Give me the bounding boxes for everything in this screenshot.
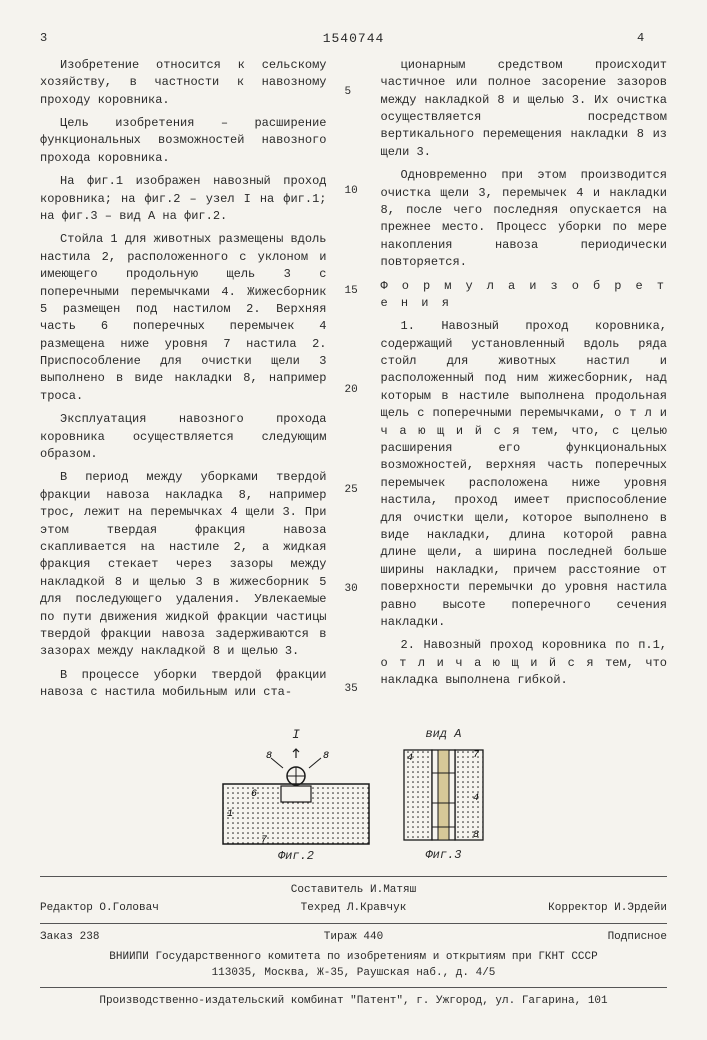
ref-num: 8 — [266, 751, 272, 762]
techred: Техред Л.Кравчук — [301, 901, 407, 917]
paragraph: В процессе уборки твердой фракции навоза… — [40, 667, 327, 702]
line-marker: 30 — [345, 582, 363, 598]
line-marker: 25 — [345, 483, 363, 499]
ref-num: 4 — [407, 753, 413, 764]
editor: Редактор О.Головач — [40, 901, 159, 917]
address-line: 113035, Москва, Ж-35, Раушская наб., д. … — [40, 966, 667, 982]
paragraph: На фиг.1 изображен навозный проход коров… — [40, 173, 327, 225]
line-number-gutter: 5 10 15 20 25 30 35 — [345, 57, 363, 708]
compiler: Составитель И.Матяш — [291, 883, 416, 899]
ref-num: 7 — [473, 750, 479, 761]
figure-top-label: I — [221, 726, 371, 745]
line-marker: 35 — [345, 682, 363, 698]
ref-num: 7 — [261, 835, 267, 846]
paragraph: Изобретение относится к сельскому хозяйс… — [40, 57, 327, 109]
figure-caption: Фиг.3 — [425, 848, 461, 862]
ref-num: 8 — [323, 751, 329, 762]
ref-num: 8 — [473, 830, 479, 841]
page-number-right: 4 — [637, 30, 667, 49]
line-marker: 5 — [345, 85, 363, 101]
order: Заказ 238 — [40, 930, 99, 946]
paragraph: Эксплуатация навозного прохода коровника… — [40, 411, 327, 463]
claim: 2. Навозный проход коровника по п.1, о т… — [381, 637, 668, 689]
ref-num: 1 — [227, 809, 233, 820]
org-line: ВНИИПИ Государственного комитета по изоб… — [40, 950, 667, 966]
formula-heading: Ф о р м у л а и з о б р е т е н и я — [381, 278, 668, 313]
imprint-block: Заказ 238 Тираж 440 Подписное ВНИИПИ Гос… — [40, 923, 667, 989]
ref-num: 6 — [251, 789, 257, 800]
line-marker: 15 — [345, 284, 363, 300]
paragraph: Одновременно при этом производится очист… — [381, 167, 668, 271]
figure-top-label: вид А — [401, 726, 486, 743]
ref-num: 4 — [473, 793, 479, 804]
paragraph: В период между уборками твердой фракции … — [40, 469, 327, 660]
text-columns: Изобретение относится к сельскому хозяйс… — [40, 57, 667, 708]
left-column: Изобретение относится к сельскому хозяйс… — [40, 57, 327, 708]
line-marker: 20 — [345, 383, 363, 399]
paragraph: Стойла 1 для животных размещены вдоль на… — [40, 231, 327, 405]
figure-3-svg: 7 4 4 8 — [401, 745, 486, 845]
claim: 1. Навозный проход коровника, содержащий… — [381, 318, 668, 631]
figures-row: I 8 8 6 1 7 Фиг.2 вид А — [40, 726, 667, 866]
credits-block: Составитель И.Матяш Редактор О.Головач Т… — [40, 876, 667, 917]
figure-2-svg: 8 8 6 1 7 — [221, 746, 371, 846]
paragraph: ционарным средством происходит частичное… — [381, 57, 668, 161]
page-header: 3 1540744 4 — [40, 30, 667, 49]
figure-2: I 8 8 6 1 7 Фиг.2 — [221, 726, 371, 866]
tirazh: Тираж 440 — [324, 930, 383, 946]
page-number-left: 3 — [40, 30, 70, 49]
figure-3: вид А 7 4 4 8 Фиг.3 — [401, 726, 486, 866]
document-number: 1540744 — [323, 30, 385, 49]
footer-line: Производственно-издательский комбинат "П… — [40, 994, 667, 1010]
subscription: Подписное — [608, 930, 667, 946]
line-marker: 10 — [345, 184, 363, 200]
figure-caption: Фиг.2 — [278, 849, 314, 863]
paragraph: Цель изобретения – расширение функционал… — [40, 115, 327, 167]
corrector: Корректор И.Эрдейи — [548, 901, 667, 917]
right-column: ционарным средством происходит частичное… — [381, 57, 668, 708]
